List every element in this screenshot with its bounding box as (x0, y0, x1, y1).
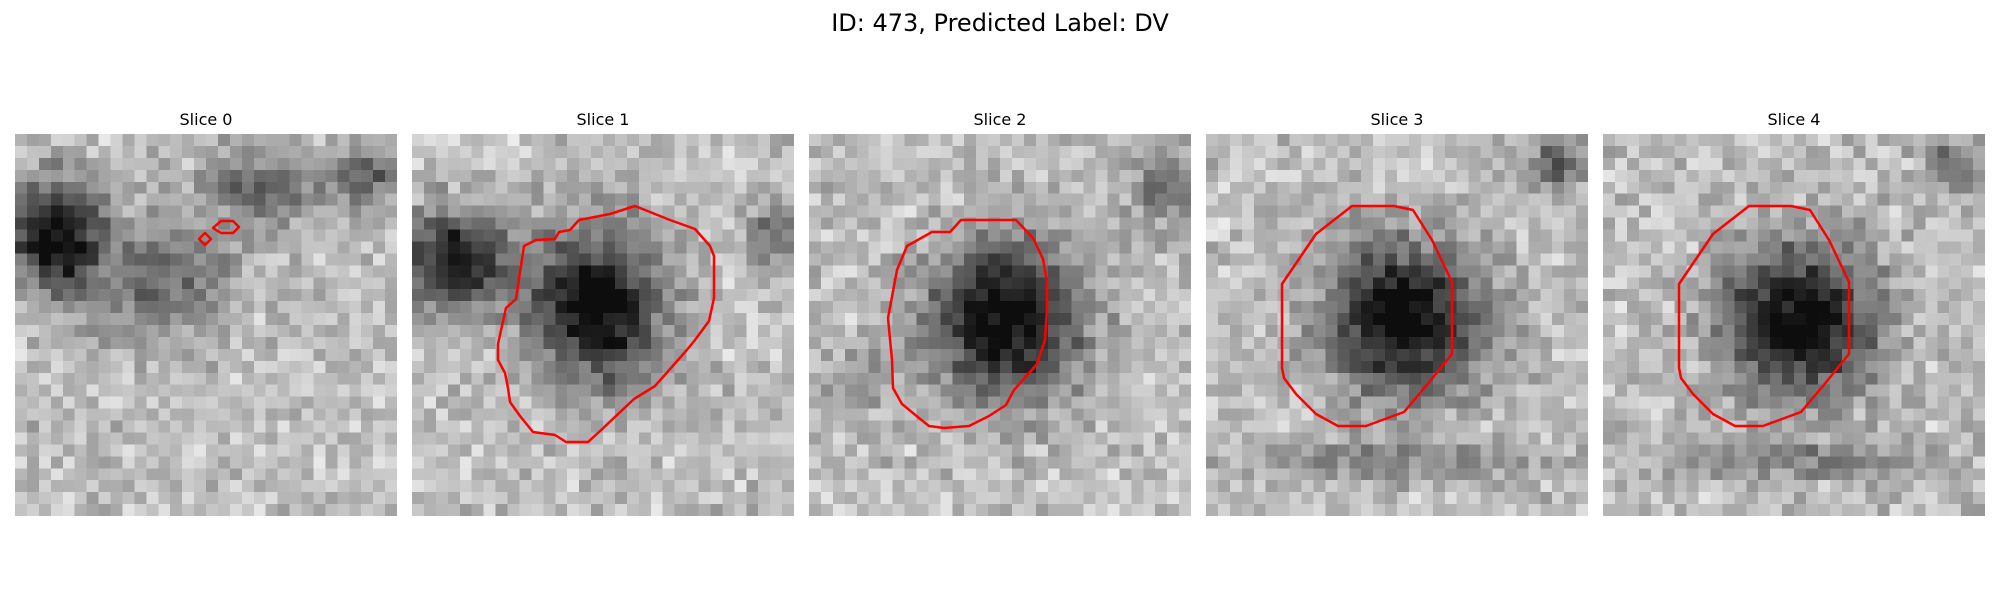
slice-4-panel (1603, 134, 1985, 516)
contour-line (197, 231, 213, 247)
contour-line (1280, 204, 1454, 428)
slice-1-contour (496, 204, 716, 444)
slice-2-contour (886, 218, 1049, 430)
slice-4-contour (1677, 204, 1851, 428)
slice-3-panel (1206, 134, 1588, 516)
slice-1-image (412, 134, 794, 516)
slice-1-panel (412, 134, 794, 516)
panel-title-slice-0: Slice 0 (179, 110, 233, 129)
figure-title: ID: 473, Predicted Label: DV (831, 9, 1169, 37)
contour-line (1677, 204, 1851, 428)
panel-title-slice-2: Slice 2 (973, 110, 1027, 129)
contour-line (496, 204, 716, 444)
slice-0-panel (15, 134, 397, 516)
panel-title-slice-3: Slice 3 (1370, 110, 1424, 129)
slice-3-contour (1280, 204, 1454, 428)
contour-line (886, 218, 1049, 430)
slice-4-image (1603, 134, 1985, 516)
contour-line (211, 219, 241, 235)
slice-0-image (15, 134, 397, 516)
slice-2-image (809, 134, 1191, 516)
slice-3-image (1206, 134, 1588, 516)
panel-title-slice-4: Slice 4 (1767, 110, 1821, 129)
panel-title-slice-1: Slice 1 (576, 110, 630, 129)
slice-0-contour (197, 219, 241, 247)
slice-2-panel (809, 134, 1191, 516)
